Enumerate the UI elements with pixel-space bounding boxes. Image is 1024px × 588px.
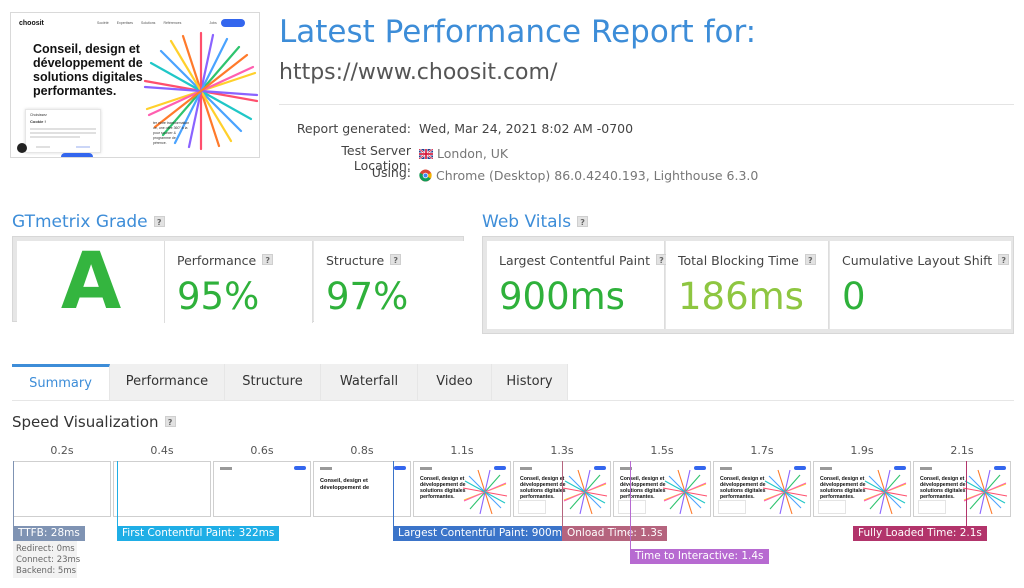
web-vitals-panel: Largest Contentful Paint? 900ms Total Bl… — [482, 236, 1014, 334]
filmstrip-frame[interactable]: Conseil, design et développement de soluti… — [413, 461, 511, 517]
gtmetrix-grade-panel: A Performance? 95% Structure? 97% — [12, 236, 465, 323]
tti-marker[interactable]: Time to Interactive: 1.4s — [630, 549, 769, 564]
tab-summary[interactable]: Summary — [12, 364, 110, 400]
onload-marker-line — [562, 461, 563, 526]
sunburst-graphic-icon — [562, 469, 608, 515]
thumbnail-subtext: ter votre transformation ue, une offre 3… — [153, 121, 190, 145]
filmstrip-frame[interactable]: Conseil, design et développement de soluti… — [613, 461, 711, 517]
uk-flag-icon — [419, 149, 433, 159]
thumbnail-cta — [61, 153, 93, 157]
performance-score-cell: Performance? 95% — [165, 241, 313, 323]
gtmetrix-grade-heading: GTmetrix Grade? — [12, 212, 165, 232]
web-vitals-heading: Web Vitals? — [482, 212, 589, 232]
filmstrip-frame[interactable]: Conseil, design et développement de soluti… — [813, 461, 911, 517]
cls-cell: Cumulative Layout Shift? 0 — [830, 241, 1011, 329]
thumbnail-logo: choosit — [19, 20, 44, 27]
performance-label: Performance — [177, 253, 257, 268]
thumbnail-cookie-banner: Choisissez Cookie ! — [25, 109, 101, 153]
generated-label: Report generated: — [296, 121, 411, 136]
filmstrip-frame[interactable] — [113, 461, 211, 517]
sunburst-graphic-icon — [762, 469, 808, 515]
location-label: Test Server Location: — [341, 143, 411, 173]
frame-time: 1.9s — [850, 444, 874, 457]
tab-waterfall[interactable]: Waterfall — [321, 364, 418, 400]
structure-value: 97% — [326, 275, 409, 318]
using-value: Chrome (Desktop) 86.0.4240.193, Lighthou… — [436, 168, 759, 183]
sunburst-graphic-icon — [462, 469, 508, 515]
thumbnail-chat-icon — [17, 143, 27, 153]
tbt-help-icon[interactable]: ? — [804, 254, 816, 265]
sunburst-graphic-icon — [862, 469, 908, 515]
filmstrip-frame[interactable]: Conseil, design et développement de — [313, 461, 411, 517]
frame-time: 1.7s — [750, 444, 774, 457]
frame-time: 1.3s — [550, 444, 574, 457]
thumbnail-nav: Société Expertises Solutions Références Jobs… — [97, 21, 232, 25]
ttfb-marker[interactable]: TTFB: 28ms — [13, 526, 85, 541]
page-screenshot-thumbnail[interactable]: choosit Société Expertises Solutions Référe… — [10, 12, 260, 158]
filmstrip-frame[interactable]: Conseil, design et développement de soluti… — [913, 461, 1011, 517]
vitals-help-icon[interactable]: ? — [577, 216, 589, 227]
filmstrip-frame[interactable] — [13, 461, 111, 517]
lcp-label: Largest Contentful Paint — [499, 253, 650, 268]
performance-value: 95% — [177, 275, 260, 318]
onload-marker[interactable]: Onload Time: 1.3s — [562, 526, 668, 541]
ttfb-connect: Connect: 23ms — [16, 555, 81, 565]
ttfb-redirect: Redirect: 0ms — [16, 544, 75, 554]
tab-video[interactable]: Video — [418, 364, 492, 400]
frame-time: 0.2s — [50, 444, 74, 457]
thumbnail-contact-button — [221, 19, 245, 27]
structure-label: Structure — [326, 253, 385, 268]
fcp-marker-line — [117, 461, 118, 526]
cls-label: Cumulative Layout Shift — [842, 253, 993, 268]
frame-time: 1.5s — [650, 444, 674, 457]
cls-help-icon[interactable]: ? — [998, 254, 1010, 265]
grade-letter: A — [60, 237, 122, 327]
tab-performance[interactable]: Performance — [110, 364, 225, 400]
grade-cell: A — [17, 241, 165, 323]
structure-help-icon[interactable]: ? — [390, 254, 402, 265]
structure-score-cell: Structure? 97% — [314, 241, 465, 323]
lcp-cell: Largest Contentful Paint? 900ms — [487, 241, 667, 329]
performance-help-icon[interactable]: ? — [262, 254, 274, 265]
tti-marker-line — [630, 461, 631, 550]
frame-time: 1.1s — [450, 444, 474, 457]
ttfb-backend: Backend: 5ms — [16, 566, 77, 576]
sunburst-graphic-icon — [662, 469, 708, 515]
grade-help-icon[interactable]: ? — [153, 216, 165, 227]
fully-loaded-marker-line — [966, 461, 967, 526]
tbt-value: 186ms — [678, 275, 804, 318]
frame-time: 0.6s — [250, 444, 274, 457]
sunburst-graphic-icon — [143, 31, 259, 151]
filmstrip-frame[interactable]: Conseil, design et développement de soluti… — [713, 461, 811, 517]
tbt-label: Total Blocking Time — [678, 253, 799, 268]
page-title: Latest Performance Report for: — [279, 14, 757, 50]
using-label: Using: — [371, 165, 411, 180]
frame-time: 2.1s — [950, 444, 974, 457]
tabs-divider — [12, 400, 1014, 401]
speed-visualization-heading: Speed Visualization? — [12, 413, 176, 431]
generated-value: Wed, Mar 24, 2021 8:02 AM -0700 — [419, 121, 634, 136]
speed-help-icon[interactable]: ? — [164, 416, 176, 427]
cls-value: 0 — [842, 275, 866, 318]
lcp-marker[interactable]: Largest Contentful Paint: 900ms — [393, 526, 573, 541]
frame-time: 0.4s — [150, 444, 174, 457]
fcp-marker[interactable]: First Contentful Paint: 322ms — [117, 526, 280, 541]
report-url[interactable]: https://www.choosit.com/ — [279, 60, 558, 85]
filmstrip-frame[interactable] — [213, 461, 311, 517]
sunburst-graphic-icon — [962, 469, 1008, 515]
location-value: London, UK — [437, 146, 509, 161]
chrome-icon — [419, 169, 432, 182]
ttfb-marker-line — [13, 461, 14, 526]
header-divider — [279, 104, 1014, 105]
tab-structure[interactable]: Structure — [225, 364, 321, 400]
thumbnail-hero-text: Conseil, design et développement de solu… — [33, 42, 143, 98]
frame-time: 0.8s — [350, 444, 374, 457]
lcp-value: 900ms — [499, 275, 625, 318]
lcp-marker-line — [393, 461, 394, 526]
tab-history[interactable]: History — [492, 364, 568, 400]
fully-loaded-marker[interactable]: Fully Loaded Time: 2.1s — [853, 526, 987, 541]
tbt-cell: Total Blocking Time? 186ms — [666, 241, 829, 329]
